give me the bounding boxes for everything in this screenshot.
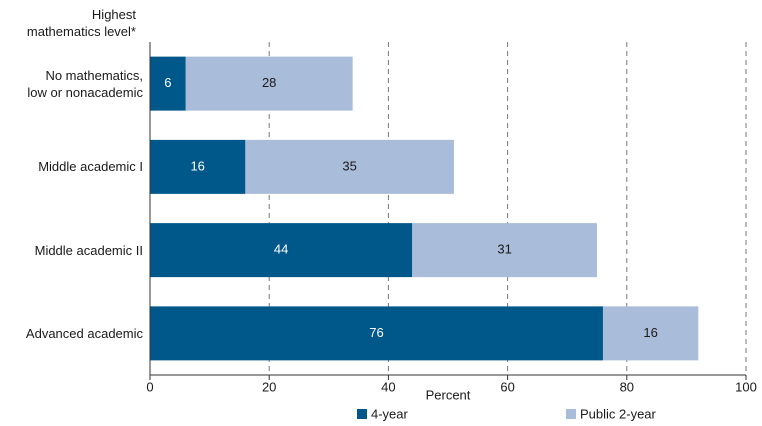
value-label: 16	[190, 158, 204, 173]
value-label: 28	[262, 75, 276, 90]
value-label: 31	[497, 242, 511, 257]
value-label: 6	[164, 75, 171, 90]
bar-segment	[150, 139, 246, 194]
bar-segment	[412, 223, 597, 278]
x-axis-label: Percent	[426, 387, 471, 402]
x-tick-label: 40	[381, 379, 395, 394]
x-tick-label: 100	[735, 379, 757, 394]
bar-segment	[602, 306, 699, 361]
category-label: Middle academic I	[38, 159, 143, 175]
category-label: Middle academic II	[34, 242, 143, 258]
bar-segment	[245, 139, 454, 194]
x-tick-label: 80	[620, 379, 634, 394]
value-label: 44	[274, 242, 288, 257]
x-tick-label: 0	[146, 379, 153, 394]
y-axis-label: Highest mathematics level*	[26, 7, 136, 39]
category-label: No mathematics, low or nonacademic	[27, 67, 143, 100]
legend-swatch	[357, 409, 367, 419]
value-label: 35	[342, 158, 356, 173]
bar-segment	[150, 306, 603, 361]
x-tick-label: 60	[500, 379, 514, 394]
x-tick-label: 20	[262, 379, 276, 394]
value-label: 76	[369, 325, 383, 340]
legend-swatch	[566, 409, 576, 419]
bar-segment	[150, 56, 186, 111]
bar-segment	[185, 56, 353, 111]
legend-label: Public 2-year	[580, 406, 657, 421]
category-label: Advanced academic	[25, 325, 143, 341]
legend-label: 4-year	[371, 406, 409, 421]
bar-segment	[150, 223, 413, 278]
value-label: 16	[643, 325, 657, 340]
